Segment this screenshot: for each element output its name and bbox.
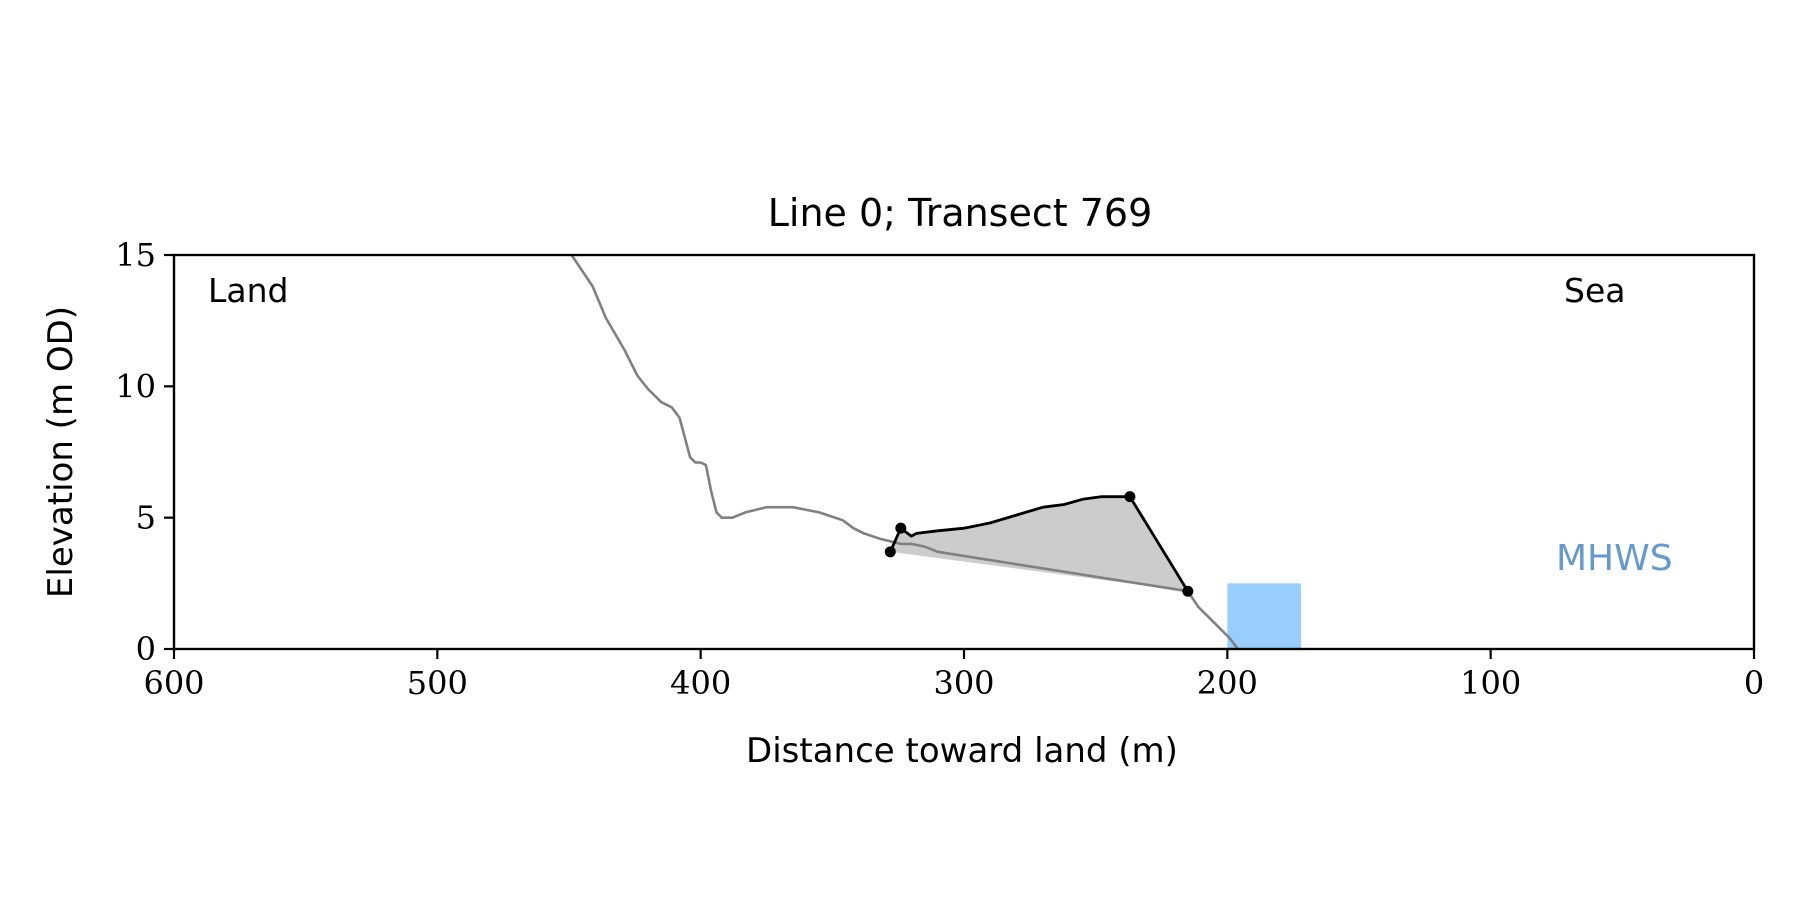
y-tick-label: 15 xyxy=(115,236,156,274)
x-tick-label: 500 xyxy=(407,664,468,702)
y-tick-label: 0 xyxy=(136,630,156,668)
feature-marker xyxy=(1182,585,1194,597)
y-tick-label: 10 xyxy=(115,367,156,405)
plot-frame xyxy=(172,253,1756,651)
profile-line xyxy=(570,254,1239,650)
sea-label: Sea xyxy=(1564,271,1625,310)
x-tick-label: 0 xyxy=(1744,664,1764,702)
feature-marker xyxy=(884,546,896,558)
x-tick-label: 200 xyxy=(1197,664,1258,702)
x-tick-label: 300 xyxy=(933,664,994,702)
x-tick-label: 600 xyxy=(143,664,204,702)
feature-marker xyxy=(1124,491,1136,503)
feature-line xyxy=(889,495,1189,592)
x-axis-label: Distance toward land (m) xyxy=(746,731,1178,771)
y-tick-label: 5 xyxy=(136,499,156,537)
plot-area xyxy=(172,253,1756,651)
land-label: Land xyxy=(208,271,288,310)
x-tick-label: 400 xyxy=(670,664,731,702)
feature-fill xyxy=(890,496,1188,592)
feature-marker xyxy=(895,522,907,534)
y-axis-label: Elevation (m OD) xyxy=(41,306,81,598)
mhws-label: MHWS xyxy=(1556,538,1673,579)
chart-title: Line 0; Transect 769 xyxy=(768,191,1153,235)
water-region xyxy=(1227,583,1302,649)
x-tick-label: 100 xyxy=(1460,664,1521,702)
